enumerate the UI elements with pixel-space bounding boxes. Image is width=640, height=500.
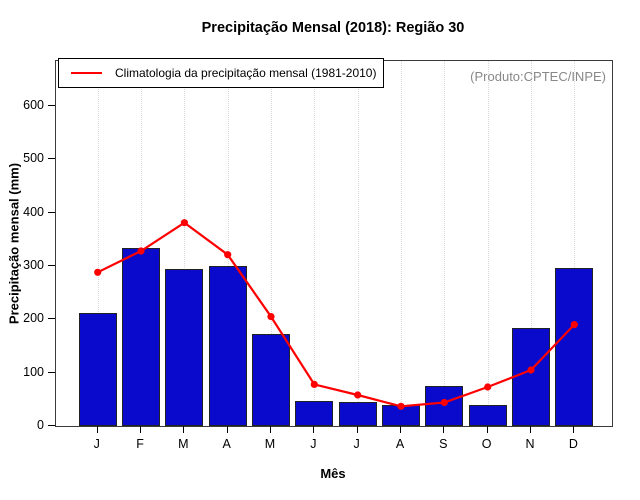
- x-tick-label-month-1: J: [93, 437, 100, 451]
- legend-line-swatch: [71, 72, 102, 74]
- x-tick-label-month-3: M: [178, 437, 189, 451]
- precipitation-bar-O-10: [468, 404, 507, 426]
- legend-label: Climatologia da precipitação mensal (198…: [115, 66, 377, 80]
- gridline: [531, 61, 532, 426]
- gridline: [184, 61, 186, 426]
- x-tick-label-month-4: A: [222, 437, 231, 451]
- x-tick-label-month-5: M: [264, 437, 276, 451]
- y-tick-label: 0: [37, 418, 44, 432]
- precipitation-bar-M-5: [252, 334, 291, 426]
- x-tick-label-month-6: J: [310, 437, 317, 451]
- x-tick-mark: [96, 426, 98, 433]
- x-tick-mark: [183, 426, 185, 433]
- precipitation-bar-J-6: [295, 401, 334, 426]
- x-tick-label-month-7: J: [353, 437, 360, 451]
- precipitation-bar-N-11: [512, 327, 550, 426]
- x-tick-mark: [443, 426, 445, 433]
- climatology-point-M-5: [267, 313, 275, 321]
- gridline: [271, 61, 273, 426]
- gridline: [227, 61, 229, 426]
- watermark-text: (Produto:CPTEC/INPE): [470, 69, 606, 84]
- precipitation-bar-D-12: [555, 268, 594, 426]
- y-tick-mark: [48, 318, 55, 320]
- x-tick-mark: [356, 426, 358, 433]
- gridline: [314, 61, 316, 426]
- x-tick-mark: [486, 426, 488, 433]
- climatology-point-N-11: [527, 366, 535, 374]
- x-tick-mark: [270, 426, 272, 433]
- x-tick-label-month-2: F: [136, 437, 144, 451]
- climatology-point-A-8: [397, 402, 405, 410]
- y-tick-label: 500: [23, 151, 44, 166]
- climatology-point-M-3: [180, 219, 188, 227]
- x-tick-mark: [313, 426, 315, 433]
- gridline: [357, 61, 359, 426]
- climatology-point-D-12: [570, 321, 578, 329]
- x-tick-mark: [400, 426, 401, 433]
- x-tick-mark: [530, 426, 531, 433]
- y-tick-label: 100: [23, 364, 44, 379]
- precipitation-bar-A-4: [208, 265, 247, 426]
- y-tick-label: 200: [23, 311, 44, 326]
- x-tick-label-month-11: N: [525, 437, 535, 451]
- y-tick-mark: [48, 211, 55, 213]
- climatology-point-J-6: [310, 380, 318, 388]
- y-tick-mark: [48, 425, 55, 426]
- precipitation-bar-J-7: [338, 402, 377, 426]
- gridline: [574, 61, 576, 426]
- precipitation-bar-M-3: [165, 269, 204, 426]
- gridline: [401, 61, 402, 426]
- climatology-point-J-7: [354, 391, 362, 399]
- climatology-point-F-2: [137, 247, 145, 255]
- y-tick-label: 300: [23, 257, 44, 272]
- x-tick-mark: [226, 426, 228, 433]
- x-tick-label-month-12: D: [568, 437, 578, 451]
- precipitation-bar-J-1: [78, 313, 117, 426]
- climatology-point-O-10: [484, 383, 492, 391]
- y-tick-label: 600: [23, 97, 44, 112]
- gridline: [444, 61, 446, 426]
- y-tick-mark: [48, 264, 55, 266]
- x-axis-label: Mês: [320, 466, 346, 481]
- gridline: [97, 61, 99, 426]
- x-tick-label-month-10: O: [481, 437, 492, 451]
- legend-box: Climatologia da precipitação mensal (198…: [58, 58, 384, 88]
- plot-area: [55, 60, 613, 427]
- climatology-point-A-4: [224, 251, 232, 259]
- chart-title: Precipitação Mensal (2018): Região 30: [201, 20, 465, 36]
- x-tick-label-month-8: A: [395, 437, 405, 451]
- climatology-line: [97, 221, 576, 408]
- gridline: [141, 61, 143, 426]
- y-tick-label: 400: [23, 204, 44, 219]
- gridline: [487, 61, 489, 426]
- y-tick-mark: [48, 104, 55, 106]
- y-tick-mark: [48, 158, 55, 160]
- x-tick-mark: [140, 426, 142, 433]
- climatology-point-J-1: [94, 268, 102, 276]
- climatology-line-layer: [94, 219, 578, 410]
- y-tick-mark: [48, 371, 55, 373]
- climatology-point-S-9: [440, 398, 448, 407]
- x-tick-mark: [573, 426, 575, 433]
- precipitation-bar-F-2: [122, 247, 161, 426]
- x-tick-label-month-9: S: [439, 437, 448, 451]
